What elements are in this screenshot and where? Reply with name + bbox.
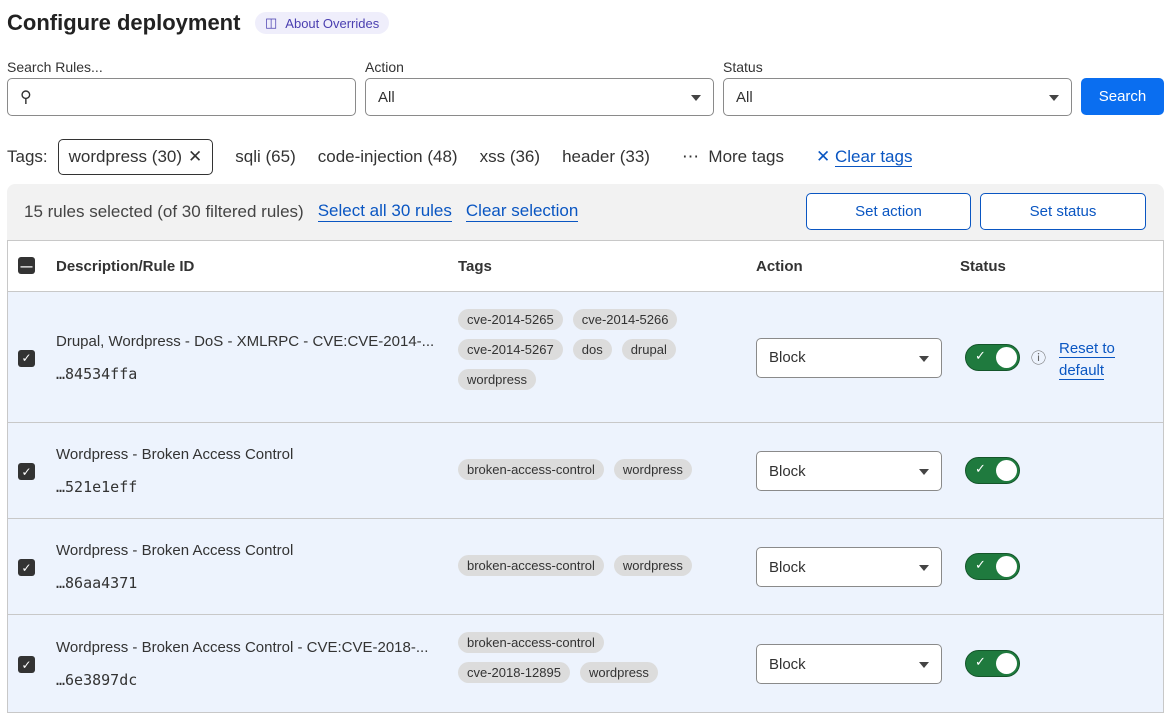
rule-id: …86aa4371 — [56, 574, 138, 592]
tag-code-injection[interactable]: code-injection (48) — [317, 146, 458, 166]
chevron-down-icon — [919, 355, 929, 362]
rule-action-select[interactable]: Block — [756, 547, 942, 587]
clear-tags-link[interactable]: ✕ Clear tags — [816, 146, 913, 167]
rule-description: Drupal, Wordpress - DoS - XMLRPC - CVE:C… — [56, 332, 435, 350]
rule-tags: broken-access-control wordpress — [458, 459, 718, 480]
ellipsis-icon: ⋯ — [681, 146, 699, 166]
rule-status-toggle[interactable]: ✓ — [965, 650, 1020, 677]
table-row: ✓ Wordpress - Broken Access Control …86a… — [8, 519, 1163, 615]
tag-sqli[interactable]: sqli (65) — [235, 146, 296, 166]
rule-status-toggle[interactable]: ✓ — [965, 343, 1020, 371]
chevron-down-icon — [919, 565, 929, 571]
rule-description: Wordpress - Broken Access Control — [56, 446, 294, 463]
book-icon: ◫ — [265, 15, 278, 30]
row-checkbox[interactable]: ✓ — [18, 559, 35, 576]
rule-description: Wordpress - Broken Access Control — [56, 542, 294, 559]
rule-tags: cve-2014-5265 cve-2014-5266 cve-2014-5267 d… — [458, 309, 718, 390]
select-all-checkbox[interactable]: — — [18, 257, 35, 274]
column-action: Action — [756, 257, 803, 275]
tags-label: Tags: — [7, 146, 48, 166]
rule-tag: wordpress — [613, 459, 692, 480]
table-row: ✓ Wordpress - Broken Access Control - CV… — [8, 615, 1163, 713]
set-status-button[interactable]: Set status — [980, 193, 1146, 230]
action-select[interactable]: All — [365, 78, 714, 116]
rule-tag: broken-access-control — [458, 459, 604, 480]
reset-to-default-link[interactable]: Reset to default — [1059, 339, 1115, 380]
status-label: Status — [723, 59, 763, 75]
rule-action-select[interactable]: Block — [756, 644, 942, 684]
rule-status-toggle[interactable]: ✓ — [965, 553, 1020, 580]
select-all-link[interactable]: Select all 30 rules — [317, 201, 452, 222]
search-button[interactable]: Search — [1081, 78, 1164, 115]
status-select[interactable]: All — [723, 78, 1072, 116]
rule-tag: dos — [572, 339, 612, 360]
rule-tag: broken-access-control — [458, 555, 604, 576]
rule-action-select[interactable]: Block — [756, 337, 942, 378]
tag-xss[interactable]: xss (36) — [479, 146, 541, 166]
check-icon: ✓ — [975, 557, 986, 572]
close-icon: ✕ — [816, 146, 831, 166]
rule-id: …521e1eff — [56, 478, 138, 496]
more-tags-button[interactable]: ⋯ More tags — [681, 146, 784, 166]
page-title: Configure deployment — [7, 10, 241, 35]
check-icon: ✓ — [975, 654, 986, 669]
rule-tag: wordpress — [613, 555, 692, 576]
clear-selection-link[interactable]: Clear selection — [465, 201, 579, 222]
chevron-down-icon — [1049, 95, 1059, 101]
row-checkbox[interactable]: ✓ — [18, 656, 35, 673]
search-icon: ⚲ — [20, 89, 32, 106]
rule-action-select[interactable]: Block — [756, 451, 942, 491]
rule-description: Wordpress - Broken Access Control - CVE:… — [56, 639, 429, 656]
rules-table: — Description/Rule ID Tags Action Status… — [7, 240, 1164, 713]
rule-tag: wordpress — [458, 369, 536, 390]
rule-tag: cve-2014-5265 — [458, 309, 563, 330]
rule-tag: cve-2014-5266 — [572, 309, 678, 330]
selection-bar: 15 rules selected (of 30 filtered rules)… — [7, 184, 1164, 240]
about-overrides-link[interactable]: ◫ About Overrides — [255, 12, 390, 34]
chevron-down-icon — [919, 662, 929, 668]
row-checkbox[interactable]: ✓ — [18, 463, 35, 480]
table-header: — Description/Rule ID Tags Action Status — [8, 241, 1163, 292]
rule-tag: cve-2014-5267 — [458, 339, 563, 360]
table-row: ✓ Drupal, Wordpress - DoS - XMLRPC - CVE… — [8, 292, 1163, 423]
tag-filter-bar: Tags: wordpress (30) ✕ sqli (65) code-inj… — [7, 138, 934, 175]
rule-id: …84534ffa — [56, 364, 138, 383]
selection-summary: 15 rules selected (of 30 filtered rules) — [24, 202, 304, 221]
rule-tag: drupal — [621, 339, 676, 360]
tag-header[interactable]: header (33) — [562, 146, 650, 166]
column-description: Description/Rule ID — [56, 257, 195, 275]
chevron-down-icon — [691, 95, 701, 101]
set-action-button[interactable]: Set action — [806, 193, 971, 230]
column-status: Status — [960, 257, 1006, 275]
rule-tags: broken-access-control wordpress — [458, 555, 718, 576]
rule-tag: cve-2018-12895 — [458, 662, 570, 683]
column-tags: Tags — [458, 257, 492, 275]
close-icon[interactable]: ✕ — [188, 146, 203, 166]
rule-tag: wordpress — [579, 662, 658, 683]
row-checkbox[interactable]: ✓ — [18, 349, 35, 367]
check-icon: ✓ — [975, 461, 986, 476]
action-label: Action — [365, 59, 404, 75]
chevron-down-icon — [919, 469, 929, 475]
search-input[interactable]: ⚲ — [7, 78, 356, 116]
table-row: ✓ Wordpress - Broken Access Control …521… — [8, 423, 1163, 519]
tag-wordpress-active[interactable]: wordpress (30) ✕ — [57, 138, 214, 175]
rule-id: …6e3897dc — [56, 671, 138, 689]
rule-tag: broken-access-control — [458, 632, 604, 653]
check-icon: ✓ — [975, 347, 986, 363]
search-label: Search Rules... — [7, 59, 103, 75]
info-icon[interactable]: ⓘ — [1031, 349, 1047, 367]
rule-tags: broken-access-control cve-2018-12895 wordp… — [458, 632, 678, 683]
rule-status-toggle[interactable]: ✓ — [965, 457, 1020, 484]
